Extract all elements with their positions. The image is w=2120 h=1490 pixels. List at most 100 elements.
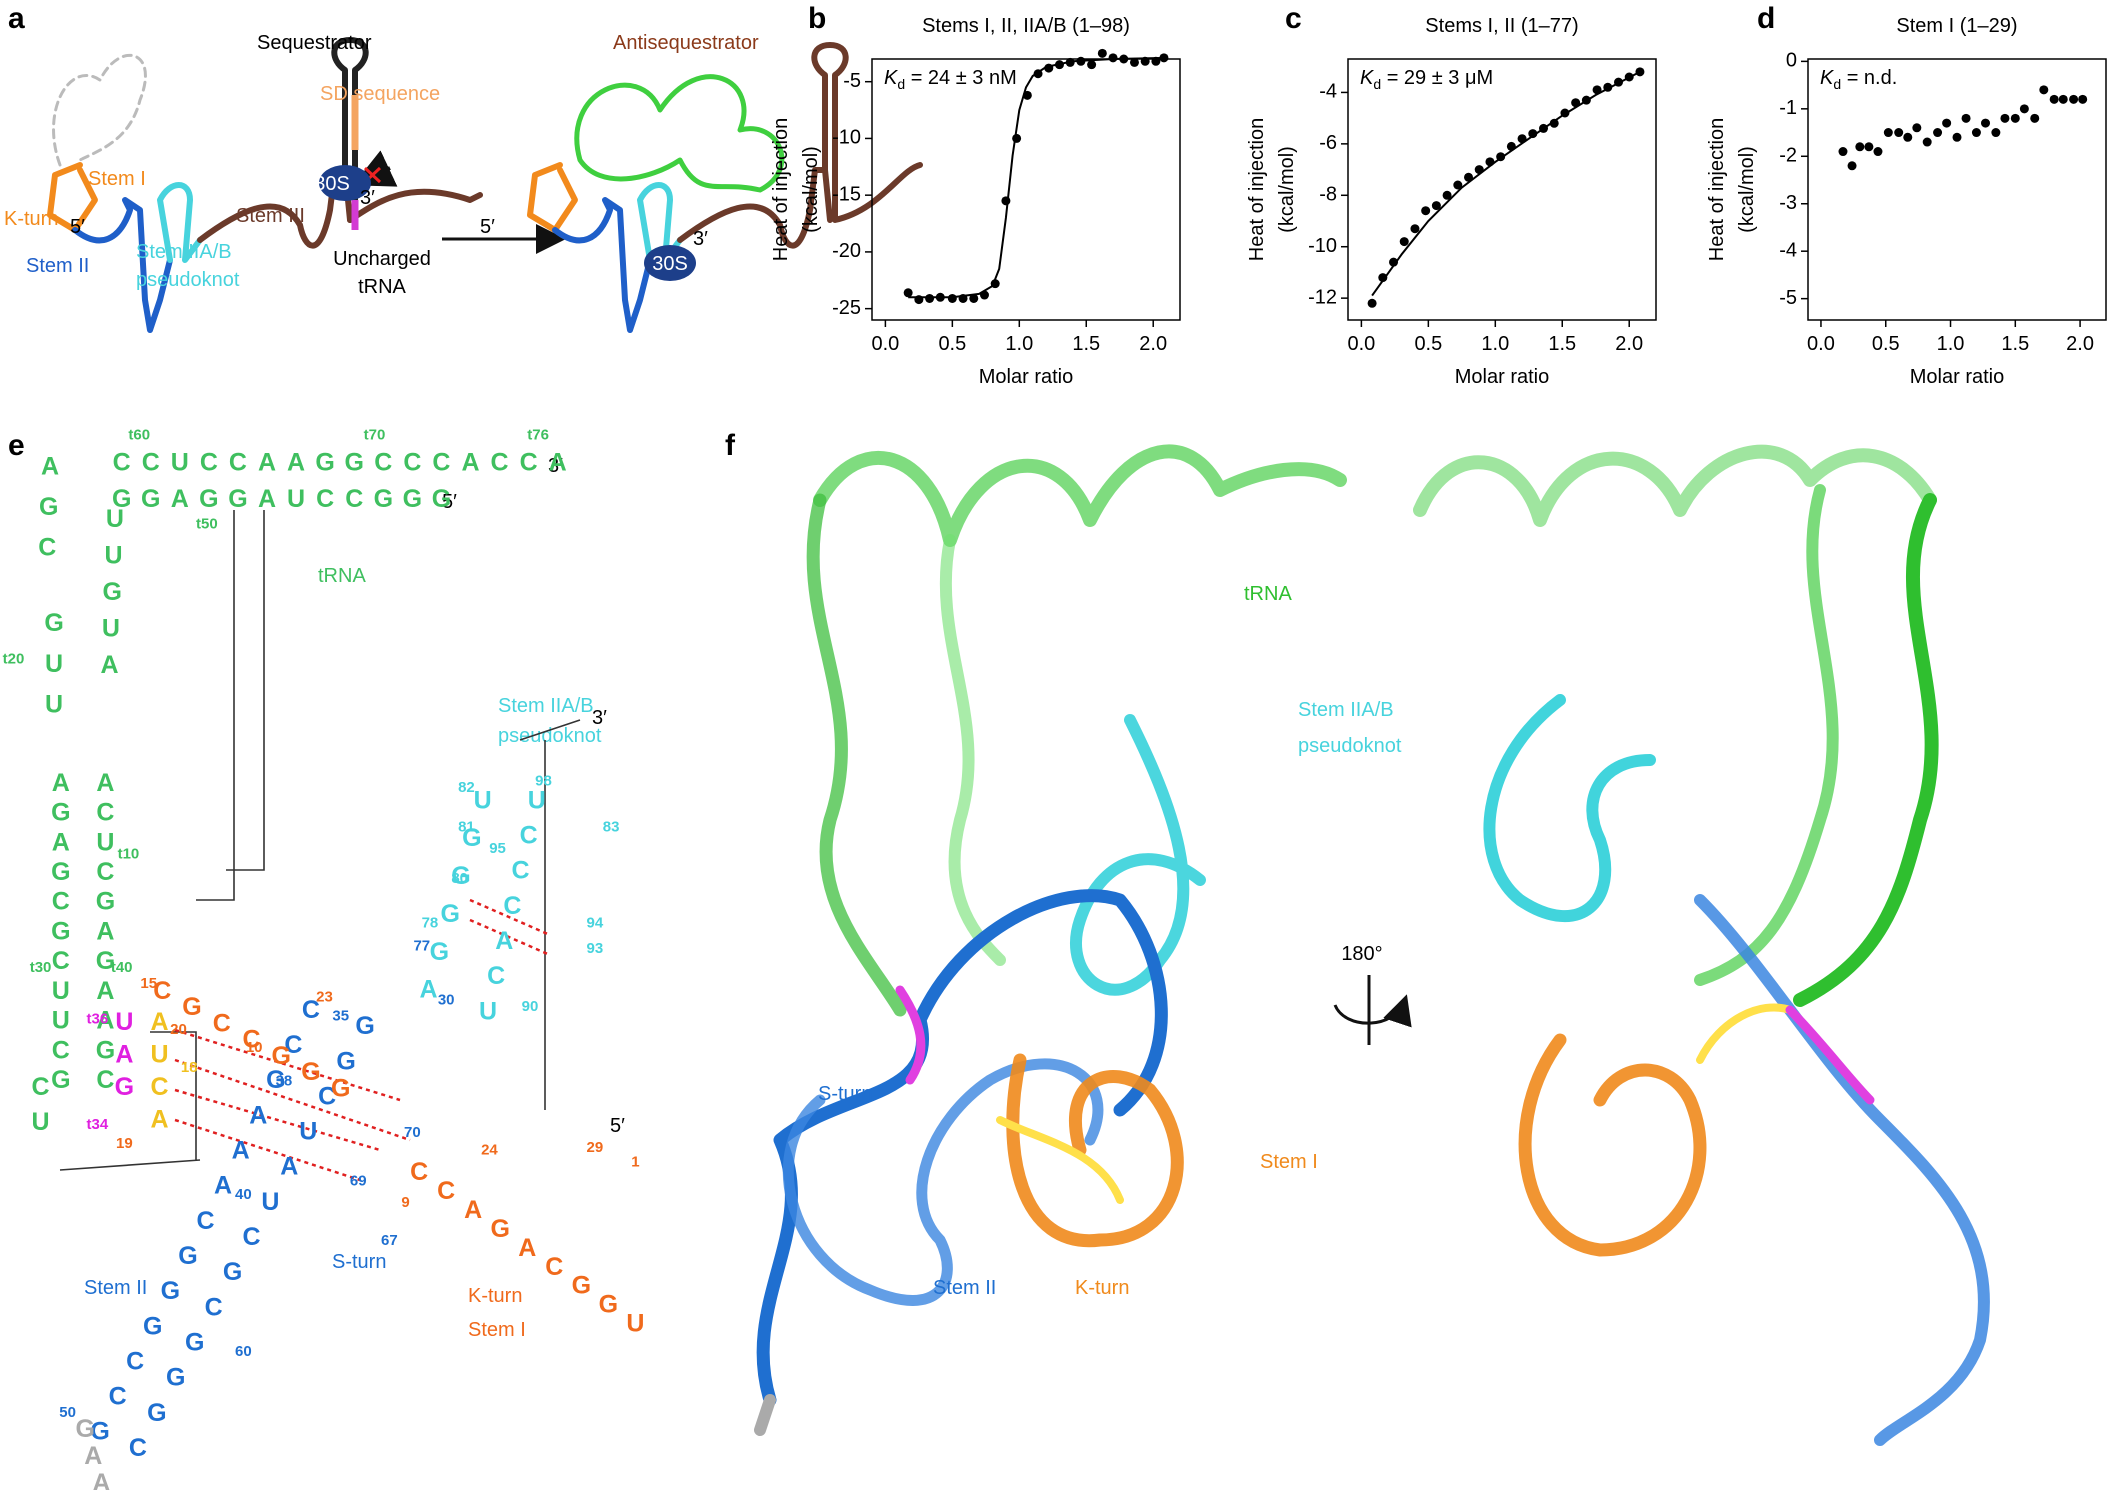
- data-point: [1971, 128, 1981, 138]
- label: Stem I: [1260, 1151, 1318, 1173]
- data-point: [1981, 118, 1991, 128]
- nucleotide: G: [572, 1272, 591, 1300]
- data-point: [947, 293, 957, 303]
- residue-number: t76: [527, 426, 549, 443]
- x-tick-label: 1.0: [1937, 333, 1965, 355]
- label: SD sequence: [320, 83, 440, 105]
- label: K-turn: [1075, 1277, 1129, 1299]
- data-point: [1933, 128, 1943, 138]
- residue-number: 50: [59, 1404, 76, 1421]
- residue-number: 98: [535, 772, 552, 789]
- end-label: 5′: [610, 1115, 625, 1137]
- nucleotide: A: [96, 977, 114, 1005]
- nucleotide: G: [96, 888, 115, 916]
- y-axis-label: (kcal/mol): [1276, 146, 1298, 233]
- annotation-symbol: K: [1820, 67, 1835, 89]
- data-point: [1001, 196, 1011, 206]
- nucleotide: G: [301, 1058, 320, 1086]
- end-label: 5′: [70, 216, 85, 238]
- plot-frame: [1807, 58, 2107, 321]
- data-point: [1873, 147, 1883, 157]
- end-label: 3′: [592, 707, 607, 729]
- data-point: [1399, 237, 1409, 247]
- nucleotide: U: [626, 1310, 644, 1338]
- x-tick-label: 1.5: [1548, 333, 1576, 355]
- data-point: [2000, 113, 2010, 123]
- chart-title: Stem I (1–29): [1896, 15, 2017, 37]
- panel-letter: a: [8, 2, 25, 35]
- residue-number: 94: [587, 914, 604, 931]
- nucleotide: U: [115, 1008, 133, 1036]
- nucleotide: C: [205, 1293, 223, 1321]
- plot-frame: [1347, 58, 1657, 321]
- residue-number: 67: [381, 1232, 398, 1249]
- panel-letter: d: [1757, 2, 1775, 35]
- x-tick-label: 0.5: [938, 333, 966, 355]
- data-point: [990, 279, 1000, 289]
- interaction-lines: [174, 898, 551, 1182]
- nucleotide: C: [129, 1434, 147, 1462]
- nucleotide: G: [336, 1047, 355, 1075]
- residue-number: 95: [489, 840, 506, 857]
- nucleotide: A: [151, 1008, 169, 1036]
- residue-number: t10: [118, 845, 140, 862]
- data-point: [1961, 113, 1971, 123]
- nucleotide: G: [112, 485, 131, 513]
- residue-number: 38: [276, 1073, 293, 1090]
- nucleotide: A: [214, 1172, 232, 1200]
- nucleotide: A: [96, 917, 114, 945]
- data-point: [1847, 161, 1857, 171]
- residue-number: t60: [128, 426, 150, 443]
- fit-line: [908, 56, 1167, 299]
- nucleotide: C: [437, 1177, 455, 1205]
- nucleotide: G: [143, 1312, 162, 1340]
- annotation: Kd = 24 ± 3 nM: [884, 67, 1017, 92]
- nucleotide: G: [51, 917, 70, 945]
- data-point: [1054, 60, 1064, 70]
- data-point: [1453, 180, 1463, 190]
- data-point: [2049, 94, 2059, 104]
- x-tick-label: 0.5: [1414, 333, 1442, 355]
- nucleotide: A: [464, 1196, 482, 1224]
- data-point: [1506, 141, 1516, 151]
- x-tick-label: 2.0: [2066, 333, 2094, 355]
- residue-number: 77: [413, 937, 430, 954]
- residue-number: 90: [522, 998, 539, 1015]
- x-tick-label: 0.5: [1872, 333, 1900, 355]
- x-axis-label: Molar ratio: [1910, 366, 2004, 388]
- data-point: [1022, 90, 1032, 100]
- nucleotide: C: [345, 485, 363, 513]
- nucleotide: U: [52, 1007, 70, 1035]
- residue-number: t70: [364, 426, 386, 443]
- ribosome-label: 30S: [314, 173, 350, 195]
- nucleotide: C: [487, 962, 505, 990]
- annotation: Kd = 29 ± 3 μM: [1360, 67, 1493, 92]
- x-tick-label: 1.0: [1481, 333, 1509, 355]
- label: S-turn: [332, 1251, 386, 1273]
- residue-number: 81: [458, 818, 475, 835]
- nucleotide: A: [232, 1137, 250, 1165]
- nucleotide: G: [199, 485, 218, 513]
- nucleotide: C: [302, 996, 320, 1024]
- nucleotide: C: [109, 1383, 127, 1411]
- y-axis-label: Heat of injection: [770, 118, 792, 261]
- residue-number: 30: [438, 991, 455, 1008]
- nucleotide: G: [75, 1415, 94, 1443]
- x-tick-label: 1.0: [1005, 333, 1033, 355]
- residue-number: 15: [140, 975, 157, 992]
- nucleotide: G: [266, 1066, 285, 1094]
- data-point: [1389, 257, 1399, 267]
- nucleotide: C: [96, 858, 114, 886]
- residue-number: 35: [332, 1008, 349, 1025]
- nucleotide: A: [52, 769, 70, 797]
- nucleotide: C: [318, 1082, 336, 1110]
- nucleotide: G: [271, 1042, 290, 1070]
- data-point: [1560, 108, 1570, 118]
- annotation-text: = n.d.: [1841, 67, 1897, 89]
- nucleotide: C: [503, 892, 521, 920]
- nucleotide: G: [161, 1277, 180, 1305]
- y-tick-label: -5: [1779, 287, 1797, 309]
- nucleotide: G: [374, 485, 393, 513]
- data-point: [1952, 132, 1962, 142]
- data-point: [1614, 77, 1624, 87]
